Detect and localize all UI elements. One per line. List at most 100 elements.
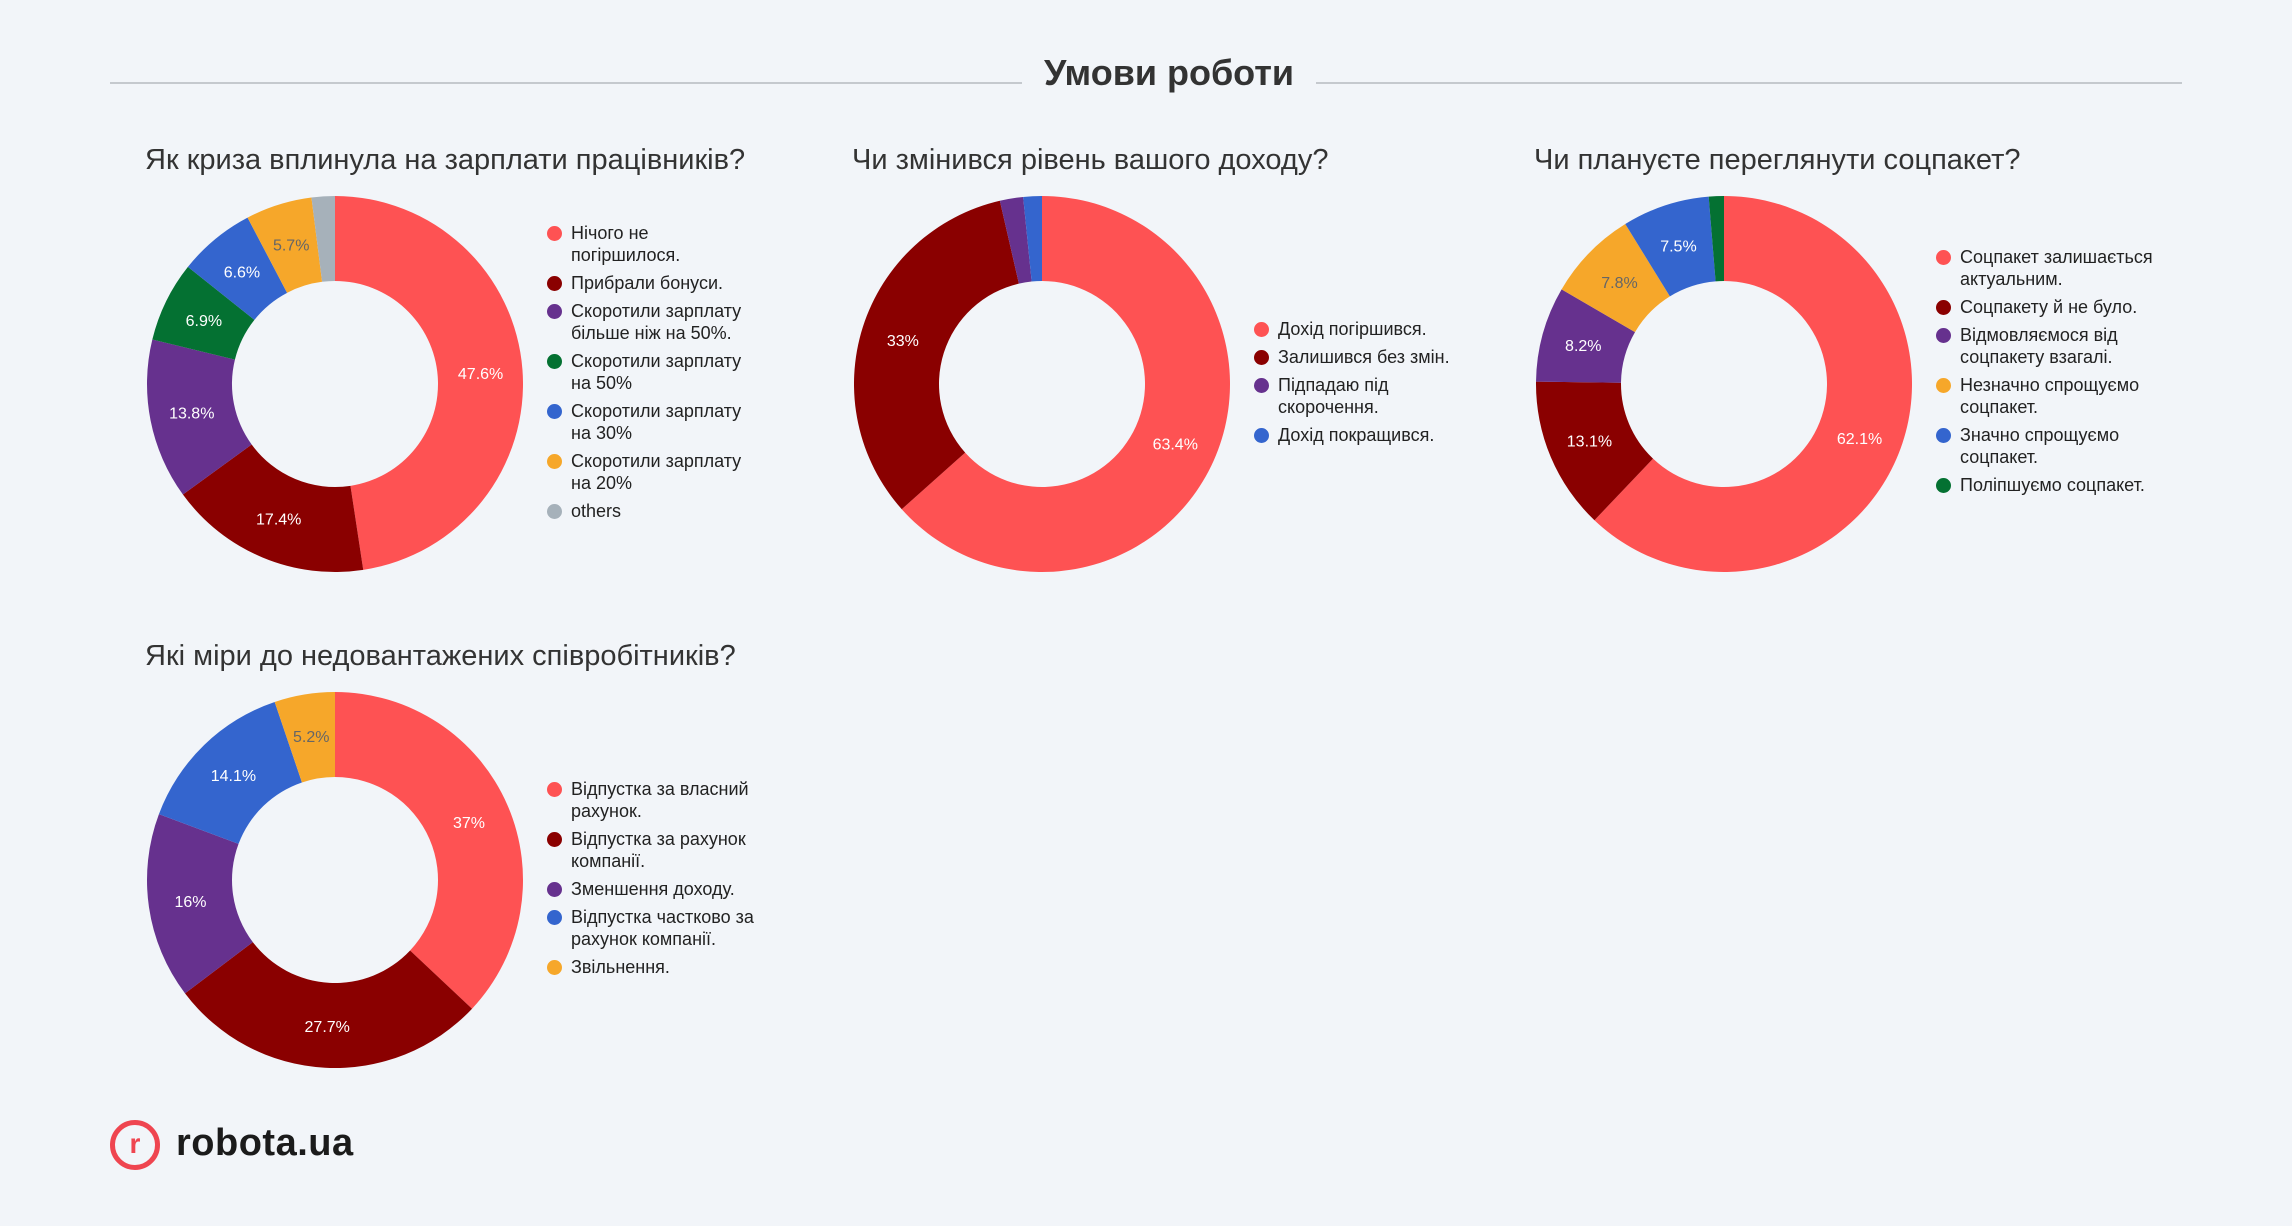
legend-item: Дохід погіршився. (1254, 318, 1474, 340)
legend-swatch-icon (547, 404, 562, 419)
legend-item: Незначно спрощуємо соцпакет. (1936, 374, 2166, 418)
legend-swatch-icon (1936, 250, 1951, 265)
legend-swatch-icon (1936, 428, 1951, 443)
legend-label: Соцпакету й не було. (1960, 297, 2138, 317)
legend-item: Поліпшуємо соцпакет. (1936, 474, 2166, 496)
header-rule-left (110, 82, 1022, 84)
legend-label: Значно спрощуємо соцпакет. (1960, 425, 2120, 467)
donut-slice (274, 692, 335, 783)
slice-data-label: 16% (175, 894, 207, 911)
legend-label: Скоротили зарплату на 20% (571, 451, 742, 493)
donut-slice (1625, 196, 1716, 297)
donut-slice (1561, 224, 1670, 333)
donut-slice (311, 196, 335, 282)
slice-data-label: 8.2% (1565, 338, 1601, 355)
slice-data-label: 62.1% (1837, 431, 1882, 448)
legend-item: Нічого не погіршилося. (547, 222, 752, 266)
legend-label: Відпустка за власний рахунок. (571, 779, 749, 821)
chart-panel-benefits: Чи плануєте переглянути соцпакет? 62.1% 1… (1534, 144, 2174, 584)
legend-label: Прибрали бонуси. (571, 273, 724, 293)
legend-swatch-icon (547, 304, 562, 319)
legend-item: Скоротили зарплату на 50% (547, 350, 752, 394)
donut-slice (1594, 196, 1912, 572)
chart-title: Які міри до недовантажених співробітникі… (145, 640, 736, 672)
donut-chart-measures: 37% 27.7% 16% 14.1% 5.2% (147, 692, 523, 1068)
legend-label: Скоротили зарплату на 30% (571, 401, 742, 443)
donut-slice (999, 196, 1032, 284)
donut-slice (182, 444, 364, 572)
legend-item: Підпадаю під скорочення. (1254, 374, 1474, 418)
legend-item: Відпустка за власний рахунок. (547, 778, 772, 822)
legend-swatch-icon (1254, 322, 1269, 337)
legend-item: Звільнення. (547, 956, 772, 978)
legend-label: Відпустка за рахунок компанії. (571, 829, 746, 871)
legend-swatch-icon (547, 882, 562, 897)
legend-item: others (547, 500, 752, 522)
legend-label: Скоротили зарплату на 50% (571, 351, 742, 393)
slice-data-label: 63.4% (1153, 437, 1198, 454)
donut-slice (335, 692, 523, 1009)
slice-data-label: 13.1% (1567, 434, 1612, 451)
legend-item: Залишився без змін. (1254, 346, 1474, 368)
legend-item: Відмовляємося від соцпакету взагалі. (1936, 324, 2166, 368)
chart-legend-measures: Відпустка за власний рахунок. Відпустка з… (547, 778, 772, 984)
legend-swatch-icon (547, 226, 562, 241)
donut-slice (147, 339, 252, 495)
legend-swatch-icon (547, 276, 562, 291)
legend-item: Скоротили зарплату більше ніж на 50%. (547, 300, 752, 344)
legend-label: others (571, 501, 622, 521)
legend-swatch-icon (547, 832, 562, 847)
legend-label: Скоротили зарплату більше ніж на 50%. (571, 301, 742, 343)
slice-data-label: 6.9% (186, 313, 222, 330)
slice-data-label: 33% (887, 333, 919, 350)
slice-data-label: 17.4% (256, 512, 301, 529)
chart-legend-income: Дохід погіршився. Залишився без змін. Підп… (1254, 318, 1474, 452)
donut-chart-income: 63.4% 33% (854, 196, 1230, 572)
header-rule-right (1316, 82, 2182, 84)
chart-panel-income: Чи змінився рівень вашого доходу? 63.4% 3… (852, 144, 1492, 584)
logo-mark-icon: r (110, 1120, 160, 1170)
donut-slice (147, 814, 253, 994)
chart-panel-salary: Як криза вплинула на зарплати працівникі… (145, 144, 775, 584)
legend-label: Дохід погіршився. (1278, 319, 1427, 339)
legend-item: Прибрали бонуси. (547, 272, 752, 294)
donut-slice (1023, 196, 1042, 282)
legend-swatch-icon (547, 504, 562, 519)
logo-wordmark: robota.ua (176, 1122, 354, 1164)
legend-item: Зменшення доходу. (547, 878, 772, 900)
legend-swatch-icon (1254, 378, 1269, 393)
legend-item: Соцпакету й не було. (1936, 296, 2166, 318)
slice-data-label: 7.8% (1601, 275, 1637, 292)
slice-data-label: 7.5% (1660, 238, 1696, 255)
legend-swatch-icon (1254, 428, 1269, 443)
legend-label: Поліпшуємо соцпакет. (1960, 475, 2145, 495)
slice-data-label: 14.1% (211, 768, 256, 785)
legend-swatch-icon (1936, 478, 1951, 493)
legend-item: Значно спрощуємо соцпакет. (1936, 424, 2166, 468)
legend-item: Відпустка за рахунок компанії. (547, 828, 772, 872)
donut-slice (901, 196, 1230, 572)
legend-item: Скоротили зарплату на 30% (547, 400, 752, 444)
donut-slice (1708, 196, 1724, 282)
slice-data-label: 27.7% (305, 1019, 350, 1036)
legend-item: Відпустка частково за рахунок компанії. (547, 906, 772, 950)
legend-swatch-icon (547, 454, 562, 469)
legend-label: Незначно спрощуємо соцпакет. (1960, 375, 2140, 417)
chart-title: Чи змінився рівень вашого доходу? (852, 144, 1329, 176)
donut-slice (185, 942, 473, 1068)
legend-swatch-icon (1936, 300, 1951, 315)
legend-swatch-icon (1254, 350, 1269, 365)
legend-item: Соцпакет залишається актуальним. (1936, 246, 2166, 290)
donut-slice (1536, 289, 1636, 383)
legend-label: Підпадаю під скорочення. (1278, 375, 1389, 417)
donut-chart-salary: 47.6% 17.4% 13.8% 6.9% 6.6% 5.7% (147, 196, 523, 572)
donut-slice (158, 701, 302, 844)
legend-label: Нічого не погіршилося. (571, 223, 681, 265)
donut-slice (1536, 381, 1654, 521)
legend-item: Скоротили зарплату на 20% (547, 450, 752, 494)
slice-data-label: 5.7% (273, 238, 309, 255)
donut-chart-benefits: 62.1% 13.1% 8.2% 7.8% 7.5% (1536, 196, 1912, 572)
slice-data-label: 47.6% (458, 366, 503, 383)
donut-slice (335, 196, 523, 570)
slice-data-label: 5.2% (293, 729, 329, 746)
